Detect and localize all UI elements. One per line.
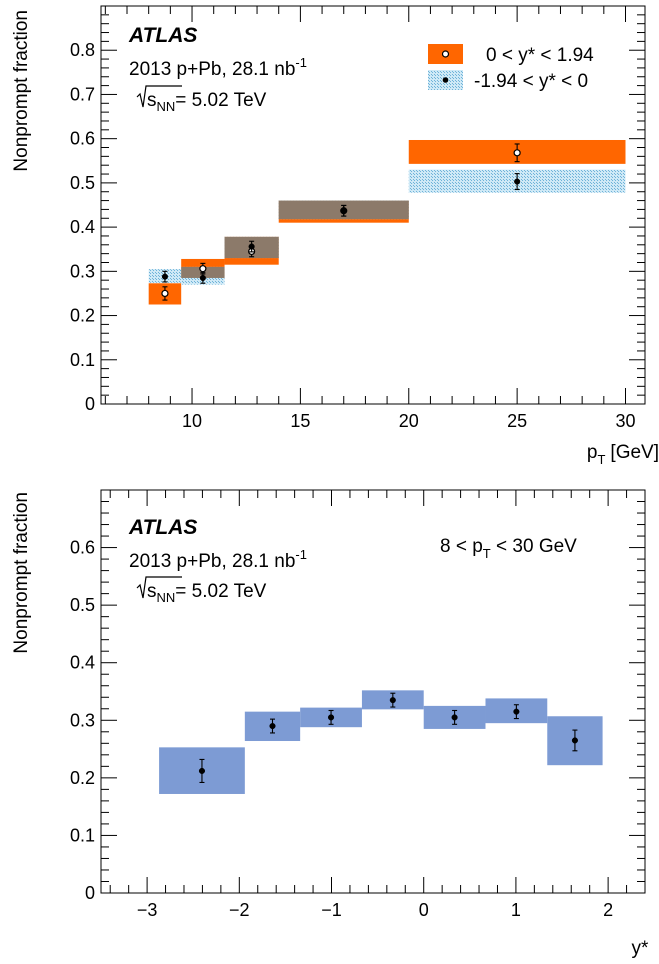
data-point-filled [199,274,206,282]
bottom-atlas-label: ATLAS [128,516,197,539]
y-tick-label: 0.5 [70,595,95,615]
top-x-axis-label: pT [GeV] [587,442,659,467]
data-point-filled [269,722,276,730]
bottom-x-tick-labels: −3 −2 −1 0 1 2 [137,900,613,920]
bottom-data-points [198,692,578,784]
bottom-energy-info: sNN= 5.02 TeV [136,576,267,605]
bottom-x-axis-label: y* [632,938,650,959]
data-point-filled [248,243,255,250]
y-tick-label: 0.6 [70,129,95,149]
x-tick-label: 10 [182,411,202,431]
x-tick-label: −1 [321,900,342,920]
top-data-points [161,143,521,301]
x-tick-label: 30 [615,411,635,431]
y-tick-label: 0.2 [70,768,95,788]
y-tick-label: 0.5 [70,173,95,193]
y-tick-label: 0.2 [70,306,95,326]
bottom-y-axis-label: Nonprompt fraction [11,492,32,654]
data-point-open [199,265,207,273]
x-tick-label: 0 [419,900,429,920]
y-tick-label: 0 [85,394,95,414]
data-point-filled [198,767,206,774]
x-tick-label: −3 [137,900,158,920]
legend-marker-filled-circle [442,77,449,83]
y-tick-label: 0.3 [70,710,95,730]
legend-label-forward: 0 < y* < 1.94 [486,45,594,66]
y-tick-label: 0 [85,883,95,903]
x-tick-label: 1 [511,900,521,920]
data-point-filled [327,714,335,721]
y-tick-label: 0.4 [70,217,95,237]
y-tick-label: 0.1 [70,825,95,845]
y-tick-label: 0.6 [70,538,95,558]
y-tick-label: 0.1 [70,350,95,370]
bottom-pt-range-label: 8 < pT < 30 GeV [440,536,577,561]
svg-text:sNN= 5.02 TeV: sNN= 5.02 TeV [147,90,267,114]
legend: 0 < y* < 1.94 -1.94 < y* < 0 [428,44,594,92]
data-point-filled [513,708,520,715]
data-point-filled [340,207,347,214]
bottom-systematic-boxes [159,690,603,794]
data-point-filled [514,178,521,185]
svg-text:sNN= 5.02 TeV: sNN= 5.02 TeV [147,581,267,605]
top-atlas-label: ATLAS [128,24,197,47]
x-tick-label: 20 [399,411,419,431]
legend-label-backward: -1.94 < y* < 0 [474,71,588,92]
top-x-tick-labels: 10 15 20 25 30 [182,411,635,431]
top-y-tick-labels: 0 0.1 0.2 0.3 0.4 0.5 0.6 0.7 0.8 [70,40,95,414]
x-tick-label: 25 [507,411,527,431]
data-point-open [161,289,169,298]
bottom-plot-frame [100,489,646,894]
y-tick-label: 0.8 [70,40,95,60]
x-tick-label: −2 [229,900,250,920]
legend-marker-open-circle [441,50,450,58]
data-point-filled [389,697,396,704]
top-y-axis-label: Nonprompt fraction [11,10,32,172]
top-plot-frame [100,5,646,405]
data-point-filled [161,273,168,280]
y-tick-label: 0.4 [70,653,95,673]
top-energy-info: sNN= 5.02 TeV [136,85,267,114]
y-tick-label: 0.3 [70,261,95,281]
x-tick-label: 15 [290,411,310,431]
bottom-y-tick-labels: 0 0.1 0.2 0.3 0.4 0.5 0.6 [70,538,95,903]
data-point-open [513,149,521,157]
data-point-filled [571,737,578,744]
data-point-filled [451,714,458,721]
y-tick-label: 0.7 [70,84,95,104]
x-tick-label: 2 [603,900,613,920]
bottom-dataset-info: 2013 p+Pb, 28.1 nb-1 [129,547,307,572]
top-systematic-boxes [148,139,626,305]
top-dataset-info: 2013 p+Pb, 28.1 nb-1 [129,55,307,80]
